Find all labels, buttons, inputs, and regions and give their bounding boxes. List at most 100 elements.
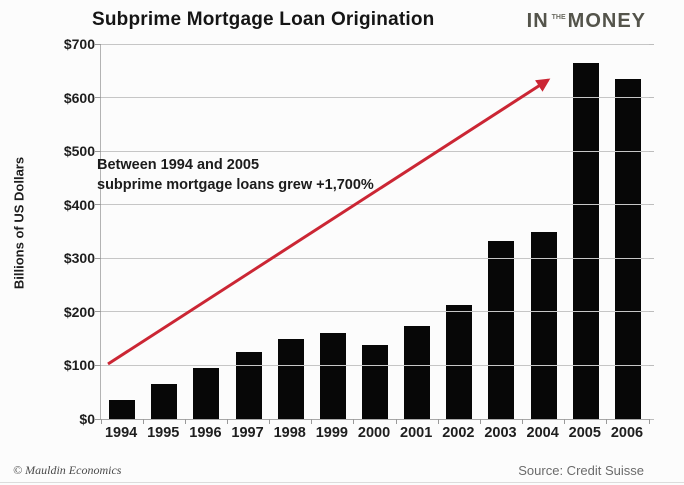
logo-word-money: MONEY [567,10,646,32]
in-the-money-logo: IN THE MONEY [527,10,646,33]
bar-slot-2002 [438,44,480,419]
bar-1998 [277,338,304,419]
y-tick-200 [95,311,101,313]
x-tick-6 [353,419,355,424]
y-tick-label-700: $700 [63,36,95,52]
annotation-line-1: Between 1994 and 2005 [97,157,260,173]
logo-word-in: IN [526,10,549,32]
y-tick-right-0 [649,418,654,420]
y-tick-label-500: $500 [63,143,95,160]
y-tick-right-600 [649,97,654,99]
plot-area [95,43,654,424]
gridline-100 [101,364,649,366]
y-tick-right-500 [649,150,654,152]
x-tick-10 [522,419,524,424]
y-axis-tick-labels: $700 $600 $500 $400 $300 $200 $100 $0 [0,36,95,427]
x-tick-label-2000: 2000 [357,425,391,441]
gridline-300 [101,257,649,259]
y-tick-400 [95,204,101,206]
y-tick-label-200: $200 [63,303,95,320]
x-tick-label-1998: 1998 [273,425,306,441]
x-tick-2 [184,419,186,424]
x-tick-label-1995: 1995 [147,425,180,441]
copyright-text: © Mauldin Economics [13,463,122,477]
x-tick-label-2004: 2004 [526,425,559,441]
y-tick-right-700 [649,43,654,45]
gridline-200 [101,311,649,313]
y-tick-100 [95,364,101,366]
x-tick-label-2006: 2006 [610,425,644,441]
x-tick-12 [606,419,608,424]
y-tick-right-200 [649,311,654,313]
logo-word-the: THE [551,14,566,21]
bar-1996 [193,367,220,419]
gridline-600 [101,97,649,99]
y-tick-label-100: $100 [63,357,95,374]
x-tick-3 [226,419,228,424]
annotation-line-2: subprime mortgage loans grew +1,700% [97,177,374,193]
bar-slot-2003 [480,44,522,419]
y-tick-label-300: $300 [63,250,95,267]
x-tick-8 [437,419,439,424]
bar-slot-1994 [101,44,143,419]
x-tick-label-1999: 1999 [315,425,348,441]
x-tick-1 [142,419,144,424]
x-tick-7 [395,419,397,424]
chart-title: Subprime Mortgage Loan Origination [92,9,435,30]
bar-slot-1997 [227,44,269,419]
bar-slot-2006 [607,44,649,419]
x-tick-11 [564,419,566,424]
y-tick-right-300 [649,257,654,259]
y-tick-500 [95,150,101,152]
y-tick-600 [95,97,101,99]
x-tick-0 [100,419,102,424]
bar-1997 [235,352,262,419]
x-tick-5 [311,419,313,424]
y-tick-0 [95,418,101,420]
x-tick-13 [648,419,650,424]
x-tick-label-1997: 1997 [231,425,264,441]
x-tick-label-2002: 2002 [442,425,475,441]
source-text: Source: Credit Suisse [518,463,644,478]
bar-1994 [109,400,136,419]
y-tick-300 [95,257,101,259]
x-tick-label-2001: 2001 [400,425,433,441]
bar-slot-1998 [270,44,312,419]
bars-container [101,44,649,419]
x-tick-label-1994: 1994 [104,425,138,441]
x-tick-label-2005: 2005 [568,425,601,441]
x-axis-tick-labels: 1994 1995 1996 1997 1998 1999 2000 2001 2002 2003… [100,425,648,441]
annotation-text: Between 1994 and 2005 subprime mortgage … [97,155,374,195]
bar-slot-2004 [523,44,565,419]
bar-2004 [530,231,557,419]
bar-slot-1999 [312,44,354,419]
bar-slot-2005 [565,44,607,419]
gridline-500 [101,150,649,152]
x-tick-label-2003: 2003 [484,425,517,441]
bar-2002 [446,304,473,419]
bottom-divider [0,482,684,483]
y-tick-700 [95,43,101,45]
bar-slot-2001 [396,44,438,419]
bar-slot-2000 [354,44,396,419]
bar-2005 [572,62,599,419]
y-tick-label-0: $0 [79,411,95,427]
y-tick-right-100 [649,364,654,366]
y-tick-label-600: $600 [63,89,95,106]
bar-1999 [319,333,346,419]
gridline-400 [101,204,649,206]
x-tick-label-1996: 1996 [189,425,222,441]
x-tick-9 [479,419,481,424]
x-tick-4 [269,419,271,424]
bar-slot-1995 [143,44,185,419]
y-tick-right-400 [649,204,654,206]
bar-2000 [362,345,389,419]
bar-1995 [151,384,178,419]
gridline-700 [101,43,649,45]
y-tick-label-400: $400 [63,196,95,213]
bar-2001 [404,326,431,419]
bar-slot-1996 [185,44,227,419]
bar-2006 [614,78,641,419]
bar-2003 [488,241,515,419]
